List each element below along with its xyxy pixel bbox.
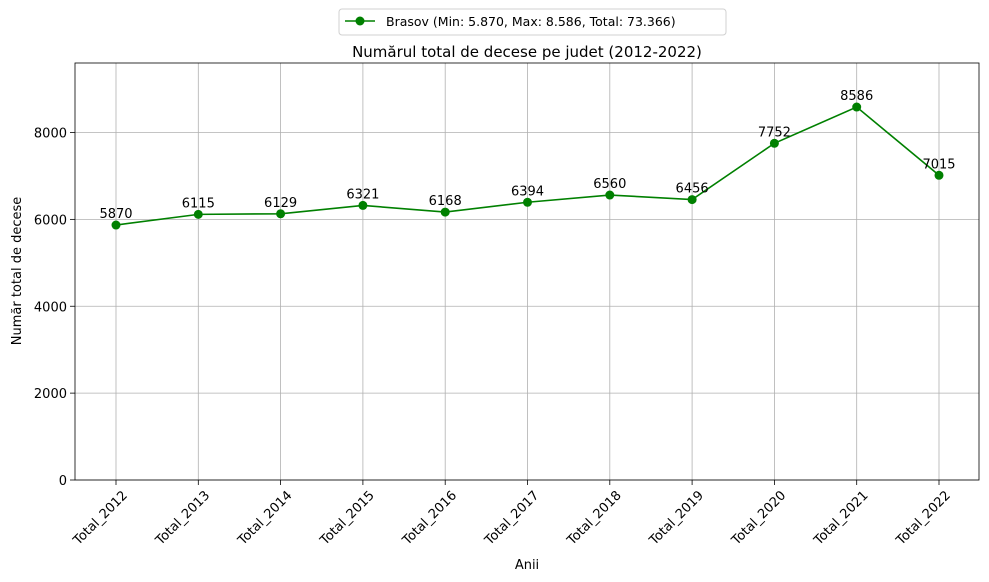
data-point bbox=[111, 220, 121, 230]
y-axis-title: Număr total de decese bbox=[10, 197, 25, 345]
data-point bbox=[769, 138, 779, 148]
x-axis-title: Anii bbox=[515, 558, 539, 573]
legend-marker-swatch bbox=[355, 16, 365, 26]
data-label: 6560 bbox=[593, 177, 626, 192]
data-point bbox=[605, 190, 615, 200]
x-tick-label: Total_2019 bbox=[646, 488, 707, 549]
data-label: 8586 bbox=[840, 89, 873, 104]
data-label: 6115 bbox=[182, 196, 215, 211]
data-point bbox=[934, 170, 944, 180]
data-labels: 5870 6115 6129 6321 6168 6394 6560 6456 7752 8586… bbox=[99, 89, 955, 222]
data-label: 6321 bbox=[346, 187, 379, 202]
grid bbox=[75, 63, 979, 481]
x-tick-label: Total_2017 bbox=[482, 488, 543, 549]
y-tick-label: 4000 bbox=[34, 300, 67, 315]
data-point bbox=[440, 207, 450, 217]
legend-box bbox=[338, 8, 727, 36]
legend-entry: Brasov (Min: 5.870, Max: 8.586, Total: 7… bbox=[386, 14, 676, 29]
y-tick-label: 2000 bbox=[34, 387, 67, 402]
data-label: 6168 bbox=[429, 194, 462, 209]
x-tick-label: Total_2021 bbox=[811, 488, 872, 549]
x-tick-label: Total_2020 bbox=[728, 488, 789, 549]
axis-ticks: Total_2012 Total_2013 Total_2014 Total_2015… bbox=[34, 127, 954, 549]
x-tick-label: Total_2018 bbox=[564, 488, 625, 549]
y-tick-label: 8000 bbox=[34, 127, 67, 142]
data-point bbox=[358, 200, 368, 210]
data-label: 5870 bbox=[99, 207, 132, 222]
plot-frame bbox=[74, 62, 980, 481]
y-tick-label: 0 bbox=[59, 474, 67, 489]
data-point bbox=[852, 102, 862, 112]
data-point bbox=[687, 195, 697, 205]
legend: Brasov (Min: 5.870, Max: 8.586, Total: 7… bbox=[338, 8, 727, 36]
data-label: 6129 bbox=[264, 196, 297, 211]
data-label: 7015 bbox=[922, 157, 955, 172]
data-point bbox=[276, 209, 286, 219]
data-point bbox=[193, 209, 203, 219]
x-tick-label: Total_2014 bbox=[235, 488, 296, 549]
x-tick-label: Total_2016 bbox=[399, 488, 460, 549]
x-tick-label: Total_2012 bbox=[70, 488, 131, 549]
x-tick-label: Total_2022 bbox=[893, 488, 954, 549]
series bbox=[111, 102, 944, 230]
chart-title: Numărul total de decese pe judet (2012-2… bbox=[352, 43, 702, 61]
data-point bbox=[523, 197, 532, 207]
x-tick-label: Total_2013 bbox=[152, 488, 213, 549]
x-tick-label: Total_2015 bbox=[317, 488, 378, 549]
y-tick-label: 6000 bbox=[34, 213, 67, 228]
data-label: 6394 bbox=[511, 184, 544, 199]
data-label: 6456 bbox=[676, 182, 709, 197]
data-label: 7752 bbox=[758, 125, 791, 140]
